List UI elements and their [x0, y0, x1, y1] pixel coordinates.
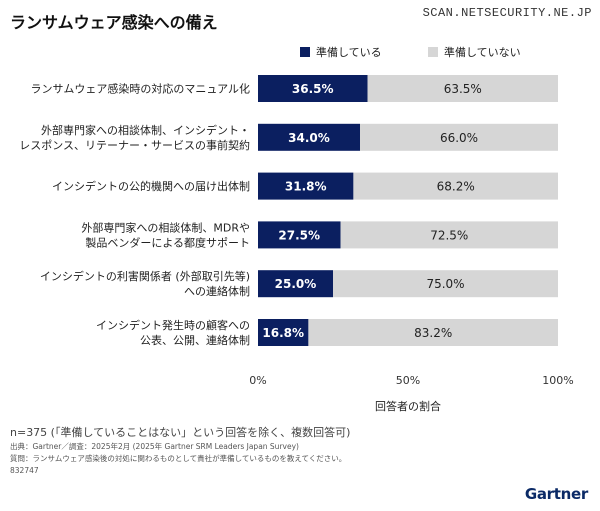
- value-label-not-ready: 68.2%: [437, 180, 475, 194]
- value-label-ready: 25.0%: [275, 277, 317, 291]
- site-watermark: SCAN.NETSECURITY.NE.JP: [422, 6, 592, 20]
- bar-not-ready: [340, 221, 558, 249]
- category-label: 製品ベンダーによる都度サポート: [85, 235, 250, 249]
- legend-swatch-ready: [300, 47, 310, 57]
- x-axis-title: 回答者の割合: [375, 400, 441, 413]
- value-label-not-ready: 63.5%: [444, 82, 482, 96]
- legend: 準備している 準備していない: [0, 44, 600, 60]
- category-label: インシデントの利害関係者 (外部取引先等): [40, 269, 250, 283]
- category-label: ランサムウェア感染時の対応のマニュアル化: [31, 82, 250, 96]
- bar-ready: [258, 270, 333, 298]
- bar-chart: ランサムウェア感染時の対応のマニュアル化 36.5% 63.5% 外部専門家への相談体…: [19, 75, 574, 387]
- category-label: インシデントの公的機関への届け出体制: [52, 179, 250, 193]
- x-tick-label: 100%: [542, 374, 573, 387]
- category-label: 公表、公開、連絡体制: [140, 333, 250, 347]
- source-note: 出典：Gartner／調査：2025年2月 (2025年 Gartner SRM…: [10, 442, 299, 451]
- legend-item-ready: 準備している: [300, 44, 382, 60]
- category-label: への連絡体制: [184, 284, 250, 298]
- value-label-ready: 27.5%: [278, 228, 320, 242]
- bar-not-ready: [353, 172, 558, 200]
- gartner-logo: Gartner: [524, 485, 588, 503]
- bar-not-ready: [333, 270, 558, 298]
- bar-ready: [258, 75, 368, 102]
- value-label-ready: 31.8%: [285, 180, 327, 194]
- bar-not-ready: [360, 123, 558, 151]
- value-label-not-ready: 83.2%: [414, 326, 452, 340]
- category-label: 外部専門家への相談体制、インシデント・: [41, 123, 250, 137]
- category-label: 外部専門家への相談体制、MDRや: [81, 220, 250, 234]
- bar-not-ready: [367, 75, 558, 102]
- sample-size-note: n=375 (「準備していることはない」という回答を除く、複数回答可): [10, 426, 351, 439]
- bar-ready: [258, 319, 309, 346]
- legend-item-not-ready: 準備していない: [428, 44, 521, 60]
- value-label-ready: 36.5%: [292, 82, 334, 96]
- question-note: 質問：ランサムウェア感染後の対処に関わるものとして貴社が準備しているものを教えて…: [10, 454, 347, 463]
- document-id: 832747: [10, 466, 39, 475]
- value-label-ready: 34.0%: [288, 131, 330, 145]
- category-label: インシデント発生時の顧客への: [96, 318, 250, 332]
- category-label: レスポンス、リテーナー・サービスの事前契約: [19, 138, 250, 152]
- value-label-not-ready: 75.0%: [426, 277, 464, 291]
- legend-label-ready: 準備している: [316, 46, 382, 59]
- chart-title: ランサムウェア感染への備え: [10, 13, 218, 32]
- bar-not-ready: [308, 319, 558, 346]
- bar-ready: [258, 221, 341, 249]
- x-tick-label: 50%: [396, 374, 420, 387]
- value-label-not-ready: 72.5%: [430, 228, 468, 242]
- legend-label-not-ready: 準備していない: [444, 46, 521, 59]
- x-tick-label: 0%: [249, 374, 266, 387]
- value-label-not-ready: 66.0%: [440, 131, 478, 145]
- bar-ready: [258, 172, 354, 200]
- legend-swatch-not-ready: [428, 47, 438, 57]
- bar-ready: [258, 123, 360, 151]
- value-label-ready: 16.8%: [262, 326, 304, 340]
